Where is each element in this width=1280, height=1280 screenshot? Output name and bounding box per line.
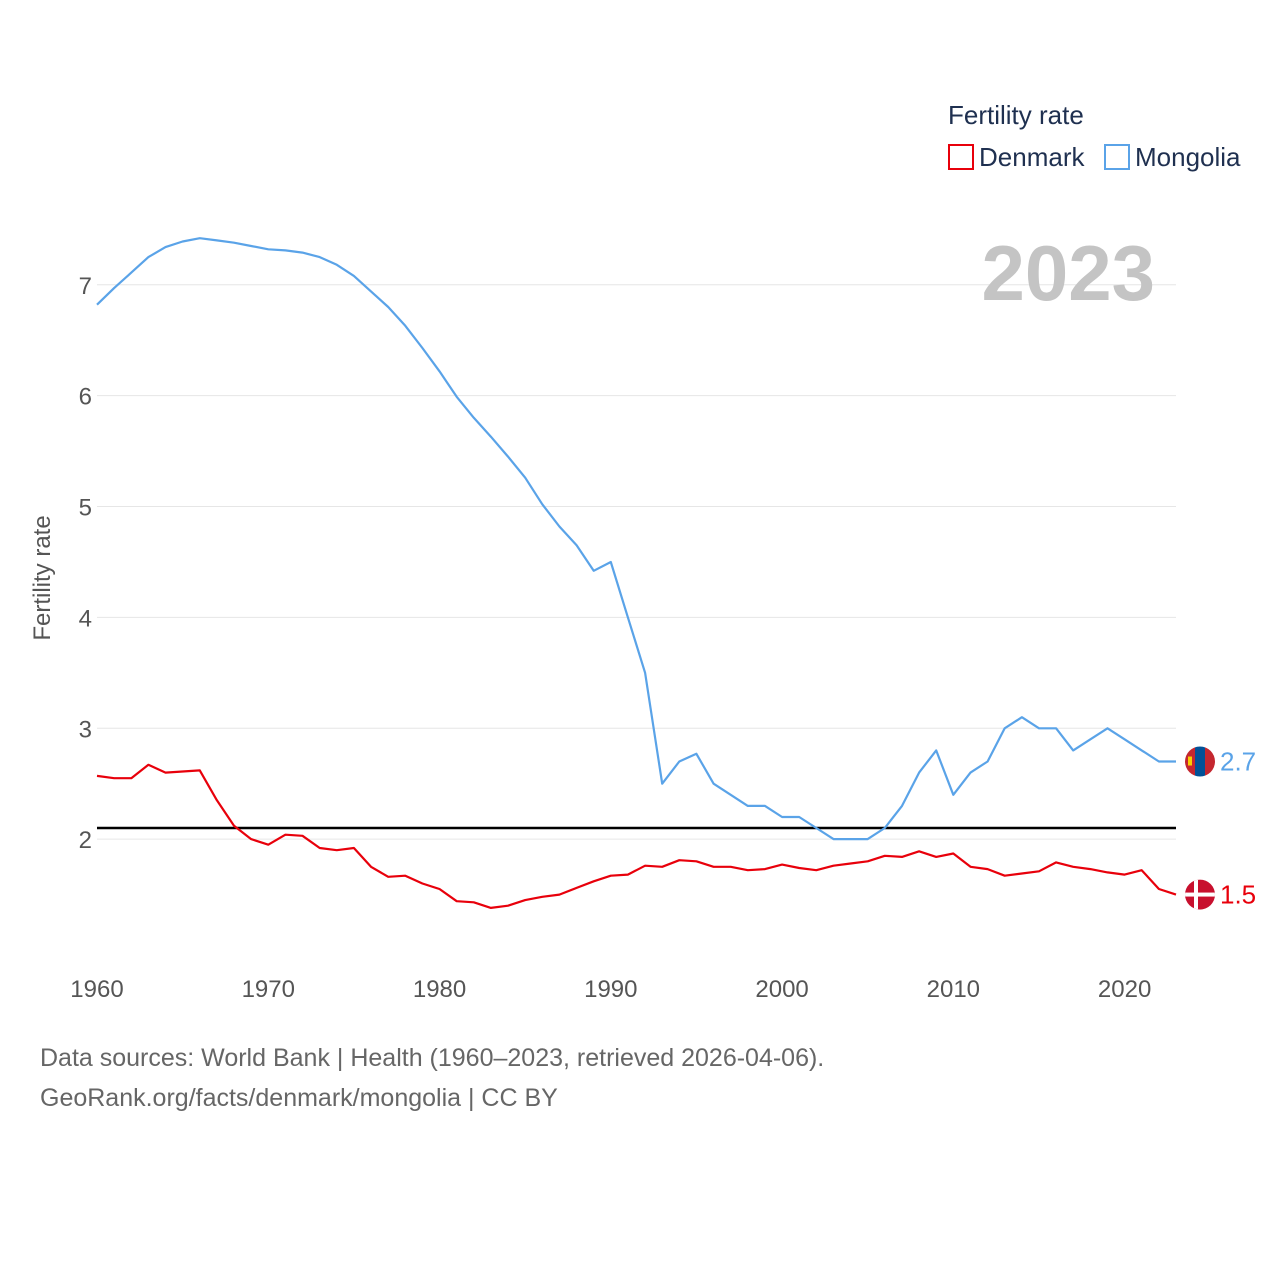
y-axis-label: Fertility rate [29, 515, 56, 640]
y-tick-label: 4 [79, 605, 92, 632]
x-tick-label: 2020 [1098, 976, 1151, 1003]
flag-cross-horizontal [1185, 892, 1215, 897]
x-tick-label: 1960 [70, 976, 123, 1003]
footer-sources: Data sources: World Bank | Health (1960–… [40, 1044, 825, 1072]
mongolia-flag [1185, 746, 1215, 777]
y-tick-label: 3 [79, 716, 92, 743]
y-tick-label: 7 [79, 273, 92, 300]
x-tick-label: 1970 [242, 976, 295, 1003]
y-axis-ticks: 2 3 4 5 6 7 [79, 273, 92, 854]
mongolia-flag-body [1185, 746, 1215, 777]
x-tick-label: 1990 [584, 976, 637, 1003]
x-tick-label: 2010 [927, 976, 980, 1003]
footer-attribution: GeoRank.org/facts/denmark/mongolia | CC … [40, 1084, 558, 1112]
line-chart: 2 3 4 5 6 7 1960 1970 1980 1990 2000 2010 2020 Fert… [29, 100, 1256, 1003]
end-label-denmark: 1.5 [1220, 880, 1256, 910]
denmark-flag-body [1185, 879, 1215, 910]
x-tick-label: 2000 [755, 976, 808, 1003]
x-tick-label: 1980 [413, 976, 466, 1003]
legend-label-denmark: Denmark [979, 142, 1085, 172]
gridlines [97, 284, 1176, 840]
legend: Fertility rate Denmark Mongolia [948, 100, 1241, 172]
flag-soyombo-symbol [1188, 756, 1192, 766]
year-label: 2023 [981, 229, 1155, 317]
flag-right-band [1205, 746, 1215, 777]
legend-swatch-mongolia [1104, 144, 1130, 170]
x-axis-ticks: 1960 1970 1980 1990 2000 2010 2020 [70, 976, 1151, 1003]
y-tick-label: 6 [79, 384, 92, 411]
series-line-denmark [96, 763, 1177, 910]
end-label-mongolia: 2.7 [1220, 747, 1256, 777]
y-tick-label: 5 [79, 495, 92, 522]
series-lines [96, 237, 1177, 910]
flag-center-band [1195, 746, 1205, 777]
legend-label-mongolia: Mongolia [1135, 142, 1241, 172]
y-tick-label: 2 [79, 827, 92, 854]
denmark-flag [1185, 879, 1215, 910]
series-line-mongolia [96, 237, 1176, 841]
flag-cross-vertical [1194, 879, 1198, 910]
legend-title: Fertility rate [948, 100, 1084, 130]
series-end-markers: 1.5 2.7 [1185, 746, 1256, 910]
legend-swatch-denmark [948, 144, 974, 170]
